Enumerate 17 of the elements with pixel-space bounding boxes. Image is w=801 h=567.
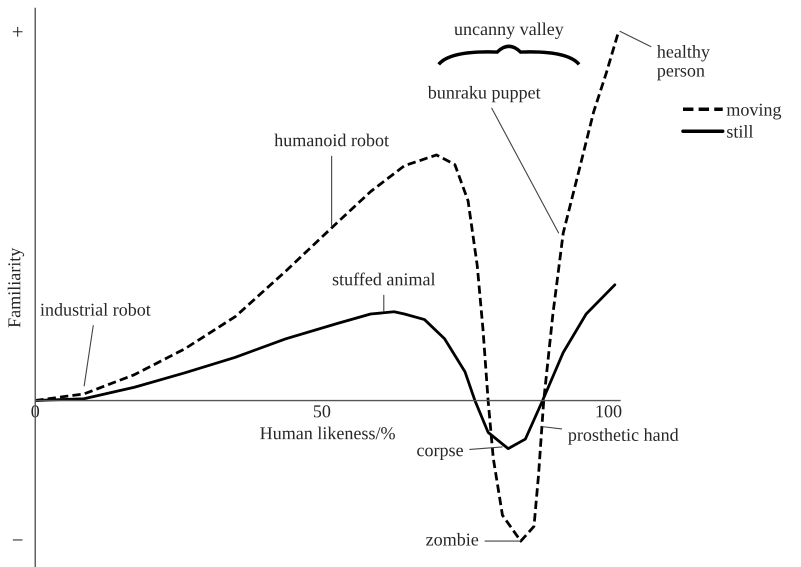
y-axis-title: Familiarity [8,248,24,328]
x-tick-label: 100 [596,405,622,418]
annotation: bunraku puppet [428,86,541,102]
annotation: industrial robot [40,303,151,316]
annotation: uncanny valley [454,22,564,39]
annotation: zombie [426,532,478,546]
annotation: corpse [417,448,463,460]
legend-label: moving [726,104,782,120]
x-axis-title: Human likeness/% [260,426,395,440]
annotation: healthy person [657,45,710,80]
annotation: humanoid robot [274,134,389,146]
annotation: prosthetic hand [568,428,678,445]
legend-label: still [727,125,754,138]
text: − [12,539,23,540]
text: + [12,26,23,37]
annotation: stuffed animal [332,272,436,286]
x-tick-label: 50 [314,405,330,418]
